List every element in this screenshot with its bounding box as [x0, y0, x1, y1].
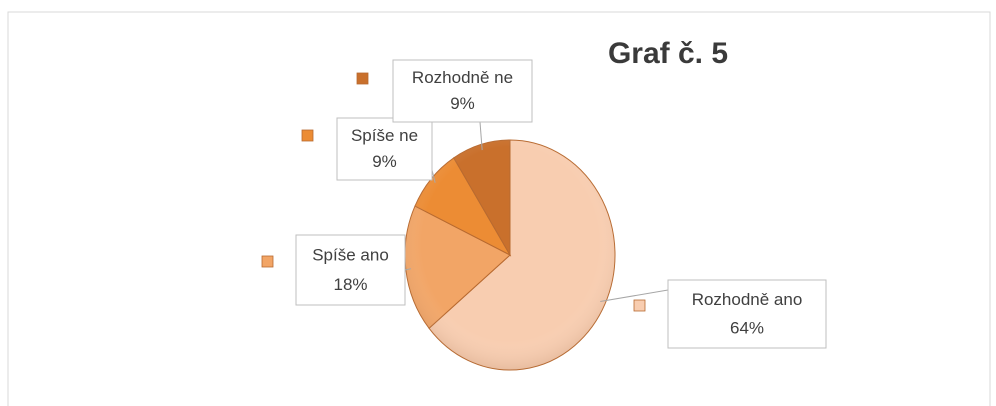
- data-label-value: 18%: [333, 275, 367, 294]
- data-label-category: Rozhodně ano: [692, 290, 803, 309]
- data-label-value: 9%: [450, 94, 475, 113]
- data-label-value: 9%: [372, 152, 397, 171]
- chart-title: Graf č. 5: [608, 37, 728, 70]
- data-label-value: 64%: [730, 318, 764, 337]
- legend-marker: [301, 129, 314, 142]
- data-label-box: [667, 279, 827, 349]
- data-label-category: Rozhodně ne: [412, 68, 513, 87]
- data-label-box: [336, 117, 433, 181]
- data-label-category: Spíše ne: [351, 126, 418, 145]
- legend-marker: [261, 255, 274, 268]
- data-label-box: [295, 234, 406, 306]
- legend-marker: [633, 299, 646, 312]
- data-label-box: [392, 59, 533, 123]
- data-label-category: Spíše ano: [312, 245, 389, 264]
- legend-marker: [356, 72, 369, 85]
